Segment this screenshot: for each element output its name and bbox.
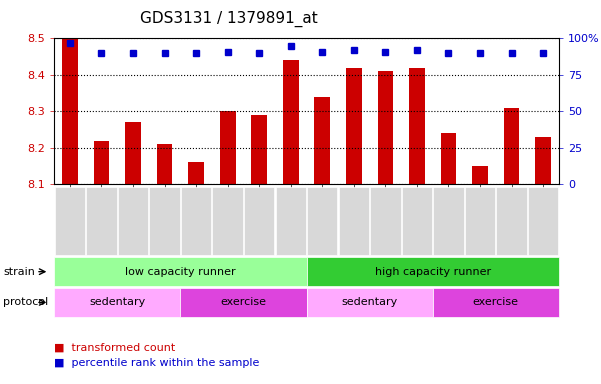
Text: low capacity runner: low capacity runner — [125, 266, 236, 277]
Text: strain: strain — [3, 266, 35, 277]
Text: sedentary: sedentary — [341, 297, 398, 308]
Bar — [441, 133, 456, 184]
Bar — [377, 71, 393, 184]
Text: ■  percentile rank within the sample: ■ percentile rank within the sample — [54, 358, 260, 368]
Bar — [472, 166, 488, 184]
Bar — [346, 68, 362, 184]
Bar — [125, 122, 141, 184]
Bar — [94, 141, 109, 184]
Text: exercise: exercise — [221, 297, 266, 308]
Bar — [314, 97, 330, 184]
Bar — [251, 115, 267, 184]
Bar — [188, 162, 204, 184]
Text: ■  transformed count: ■ transformed count — [54, 343, 175, 353]
Bar — [504, 108, 519, 184]
Bar — [535, 137, 551, 184]
Bar — [220, 111, 236, 184]
Text: exercise: exercise — [473, 297, 519, 308]
Bar — [409, 68, 425, 184]
Bar — [62, 38, 78, 184]
Text: high capacity runner: high capacity runner — [374, 266, 491, 277]
Bar — [283, 60, 299, 184]
Bar — [157, 144, 172, 184]
Text: protocol: protocol — [3, 297, 48, 308]
Text: sedentary: sedentary — [89, 297, 145, 308]
Text: GDS3131 / 1379891_at: GDS3131 / 1379891_at — [139, 11, 317, 27]
